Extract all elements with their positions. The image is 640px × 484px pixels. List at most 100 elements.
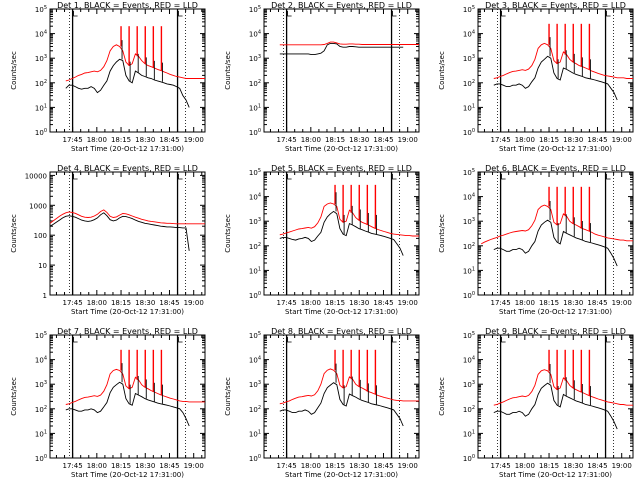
series-line-lld: [65, 44, 205, 82]
x-tick-label: 18:15: [539, 462, 559, 470]
x-tick-label: 18:30: [563, 462, 583, 470]
y-tick-label: 100: [249, 454, 261, 463]
y-tick-label: 104: [463, 356, 475, 365]
y-tick-label: 102: [249, 242, 261, 251]
plot-frame: [49, 171, 206, 296]
y-axis-label: Counts/sec: [438, 377, 446, 416]
x-tick-label: 17:45: [277, 299, 297, 307]
x-tick-label: 18:15: [539, 136, 559, 144]
y-tick-label: 103: [249, 217, 261, 226]
time-marker-bracket: [178, 11, 183, 17]
x-axis-label: Start Time (20-Oct-12 17:31:00): [285, 308, 398, 316]
y-tick-label: 103: [35, 380, 47, 389]
y-tick-label: 104: [249, 356, 261, 365]
panel-6: Det 6, BLACK = Events, RED = LLD Counts/s…: [438, 164, 634, 316]
series-line-lld: [279, 41, 419, 46]
x-tick-label: 18:45: [587, 462, 607, 470]
y-axis-label: Counts/sec: [10, 214, 18, 253]
y-tick-label: 105: [463, 5, 475, 14]
plot-frame: [263, 171, 420, 296]
x-tick-label: 18:15: [539, 299, 559, 307]
time-marker-bracket: [73, 174, 78, 180]
x-tick-label: 19:00: [184, 462, 204, 470]
x-tick-label: 18:15: [111, 462, 131, 470]
time-marker-bracket: [392, 11, 397, 17]
y-tick-label: 100: [463, 454, 475, 463]
x-tick-label: 18:00: [87, 299, 107, 307]
x-axis-label: Start Time (20-Oct-12 17:31:00): [71, 145, 184, 153]
x-tick-label: 18:30: [349, 299, 369, 307]
time-marker-bracket: [606, 174, 611, 180]
x-tick-label: 18:45: [373, 462, 393, 470]
y-tick-label: 104: [463, 30, 475, 39]
series-line-events: [493, 219, 618, 267]
time-marker-bracket: [287, 337, 292, 343]
plot-frame: [263, 334, 420, 459]
x-axis-label: Start Time (20-Oct-12 17:31:00): [499, 471, 612, 479]
y-tick-label: 100: [34, 232, 47, 240]
panel-title: Det 8, BLACK = Events, RED = LLD: [271, 327, 412, 336]
x-tick-label: 18:15: [325, 462, 345, 470]
y-tick-label: 104: [35, 30, 47, 39]
x-tick-label: 18:45: [587, 299, 607, 307]
panel-2: Det 2, BLACK = Events, RED = LLD Counts/s…: [224, 1, 420, 153]
plot-frame: [49, 8, 206, 133]
x-tick-label: 19:00: [398, 299, 418, 307]
time-marker-bracket: [73, 337, 78, 343]
x-axis-label: Start Time (20-Oct-12 17:31:00): [71, 471, 184, 479]
x-tick-label: 19:00: [184, 136, 204, 144]
x-tick-label: 18:30: [563, 136, 583, 144]
x-tick-label: 18:45: [159, 136, 179, 144]
series-line-events: [65, 381, 190, 427]
x-tick-label: 18:15: [325, 299, 345, 307]
x-tick-label: 18:15: [111, 136, 131, 144]
series-line-lld: [49, 209, 205, 225]
y-tick-label: 105: [463, 168, 475, 177]
x-tick-label: 18:45: [373, 299, 393, 307]
x-tick-label: 19:00: [398, 462, 418, 470]
x-tick-label: 17:45: [277, 136, 297, 144]
y-tick-label: 105: [35, 5, 47, 14]
y-tick-label: 100: [249, 291, 261, 300]
series-line-lld: [279, 368, 419, 405]
y-tick-label: 103: [35, 54, 47, 63]
panel-3: Det 3, BLACK = Events, RED = LLD Counts/s…: [438, 1, 634, 153]
x-tick-label: 18:45: [587, 136, 607, 144]
x-axis-label: Start Time (20-Oct-12 17:31:00): [71, 308, 184, 316]
x-axis-label: Start Time (20-Oct-12 17:31:00): [499, 145, 612, 153]
plot-frame: [477, 8, 634, 133]
series-line-lld: [279, 202, 419, 237]
y-tick-label: 100: [249, 128, 261, 137]
y-tick-label: 101: [249, 266, 261, 275]
x-tick-label: 19:00: [612, 299, 632, 307]
time-marker-bracket: [606, 337, 611, 343]
x-tick-label: 17:45: [63, 462, 83, 470]
y-tick-label: 105: [35, 331, 47, 340]
y-axis-label: Counts/sec: [438, 51, 446, 90]
panel-5: Det 5, BLACK = Events, RED = LLD Counts/s…: [224, 164, 420, 316]
panel-title: Det 4, BLACK = Events, RED = LLD: [57, 164, 198, 173]
y-tick-label: 1000: [29, 202, 47, 210]
y-tick-label: 102: [463, 405, 475, 414]
plot-frame: [477, 334, 634, 459]
y-tick-label: 103: [249, 54, 261, 63]
x-tick-label: 17:45: [277, 462, 297, 470]
y-tick-label: 104: [249, 30, 261, 39]
series-line-events: [49, 212, 190, 251]
y-tick-label: 10000: [25, 172, 47, 180]
plot-frame: [477, 171, 634, 296]
panel-4: Det 4, BLACK = Events, RED = LLD Counts/s…: [10, 164, 206, 316]
series-line-lld: [493, 369, 633, 406]
x-tick-label: 18:00: [515, 136, 535, 144]
x-tick-label: 18:30: [135, 299, 155, 307]
y-tick-label: 105: [249, 5, 261, 14]
y-tick-label: 105: [249, 168, 261, 177]
y-axis-label: Counts/sec: [438, 214, 446, 253]
y-tick-label: 100: [463, 128, 475, 137]
y-tick-label: 101: [463, 266, 475, 275]
y-tick-label: 101: [463, 429, 475, 438]
time-marker-bracket: [501, 174, 506, 180]
time-marker-bracket: [392, 337, 397, 343]
series-line-events: [65, 58, 190, 108]
x-tick-label: 19:00: [612, 462, 632, 470]
